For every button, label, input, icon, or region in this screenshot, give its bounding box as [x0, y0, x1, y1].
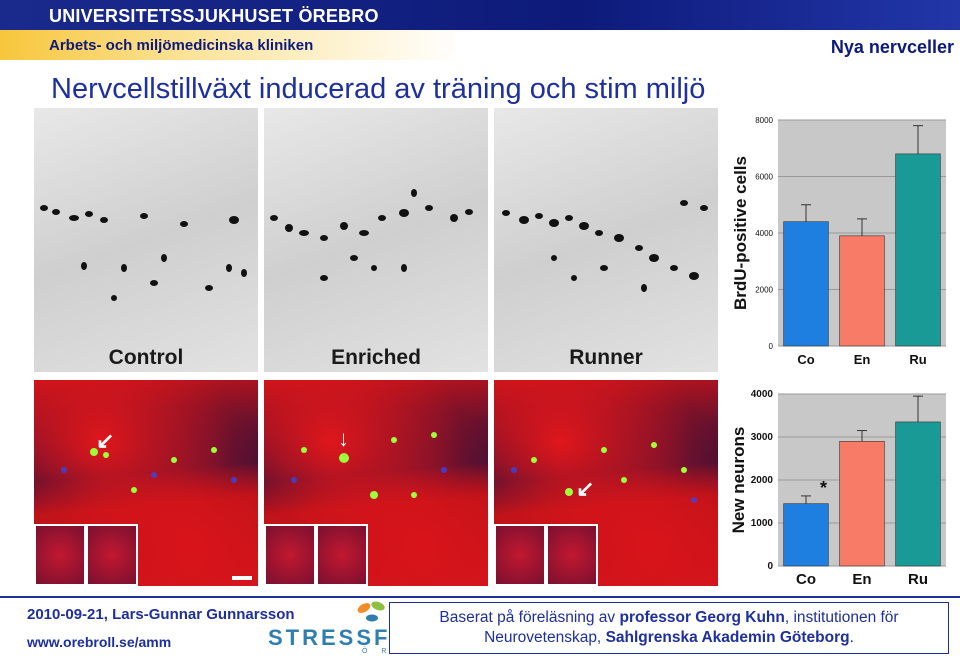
y-tick-label: 2000 — [755, 286, 773, 295]
label-runner: Runner — [569, 346, 643, 369]
label-control: Control — [108, 346, 184, 369]
inset-red — [546, 524, 598, 586]
arrow-icon: ↙ — [576, 476, 595, 501]
inset-green — [494, 524, 546, 586]
bar-ru — [895, 421, 941, 567]
chart-new-neurons: 0 1000 2000 3000 4000 Co * En Ru New neurons — [728, 384, 950, 590]
source-note: Baserat på föreläsning av professor Geor… — [389, 602, 949, 654]
chart-neurons-svg: 0 1000 2000 3000 4000 Co * En Ru New neurons — [729, 389, 946, 588]
inset-green — [264, 524, 316, 586]
y-tick-label: 0 — [767, 561, 773, 572]
scale-bar — [232, 576, 252, 580]
x-tick-label: Co — [796, 571, 816, 588]
y-tick-label: 0 — [769, 342, 774, 351]
source-text: . — [849, 629, 854, 646]
bar-co — [783, 503, 829, 567]
micrograph-control: Control — [34, 108, 258, 372]
slide-title: Nervcellstillväxt inducerad av träning o… — [51, 73, 706, 105]
fluorescent-cells — [61, 447, 237, 493]
inset-red — [316, 524, 368, 586]
header-bar — [0, 0, 960, 30]
y-axis-label: BrdU-positive cells — [731, 156, 750, 310]
x-tick-label: Co — [797, 352, 814, 367]
bar-ru — [895, 153, 941, 347]
y-tick-label: 4000 — [751, 389, 774, 400]
chart-brdu: 0 2000 4000 6000 8000 Co En Ru BrdU-positive cel… — [728, 110, 950, 372]
stressforskning-logo-icon — [357, 601, 385, 622]
footer-divider — [0, 596, 960, 598]
y-tick-label: 6000 — [755, 173, 773, 182]
university-name: UNIVERSITETSSJUKHUSET ÖREBRO — [49, 6, 379, 26]
arrow-icon: ↙ — [96, 428, 115, 453]
y-tick-label: 3000 — [751, 432, 774, 443]
chart-brdu-svg: 0 2000 4000 6000 8000 Co En Ru BrdU-positive cel… — [731, 116, 946, 367]
clinic-name: Arbets- och miljömedicinska kliniken — [49, 37, 314, 54]
fluorescent-runner: ↙ — [494, 380, 718, 586]
inset-red — [86, 524, 138, 586]
source-line-2: Neurovetenskap, Sahlgrenska Akademin Göt… — [390, 628, 948, 648]
cell-dots — [40, 205, 247, 301]
significance-mark: * — [820, 478, 827, 498]
cell-dots — [270, 189, 473, 281]
logo-subtitle: Ö R E — [362, 648, 412, 655]
source-text: Neurovetenskap, — [484, 629, 606, 646]
fluorescent-cells — [511, 442, 697, 503]
y-tick-label: 1000 — [751, 518, 774, 529]
source-institution: Sahlgrenska Akademin Göteborg — [605, 629, 850, 646]
footer-url[interactable]: www.orebroll.se/amm — [27, 634, 172, 650]
slide-tag: Nya nervceller — [830, 37, 954, 57]
fluorescent-control: ↙ — [34, 380, 258, 586]
bar-en — [839, 440, 885, 567]
footer-date-author: 2010-09-21, Lars-Gunnar Gunnarsson — [27, 606, 295, 623]
label-enriched: Enriched — [331, 346, 421, 369]
fluorescent-cells — [291, 432, 447, 499]
bar-co — [783, 221, 829, 347]
source-text: Baserat på föreläsning av — [439, 609, 620, 626]
bar-en — [839, 235, 885, 347]
source-line-1: Baserat på föreläsning av professor Geor… — [390, 608, 948, 628]
x-tick-label: Ru — [908, 571, 928, 588]
clinic-bar — [0, 30, 960, 60]
cell-dots — [502, 200, 708, 292]
y-tick-label: 2000 — [751, 475, 774, 486]
fluorescent-enriched: ↓ — [264, 380, 488, 586]
source-professor: professor Georg Kuhn — [619, 609, 785, 626]
x-tick-label: En — [852, 571, 871, 588]
y-tick-label: 8000 — [755, 116, 773, 125]
micrograph-enriched: Enriched — [264, 108, 488, 372]
inset-green — [34, 524, 86, 586]
y-tick-label: 4000 — [755, 229, 773, 238]
micrograph-runner: Runner — [494, 108, 718, 372]
arrow-icon: ↓ — [338, 426, 349, 451]
y-axis-label: New neurons — [729, 427, 748, 534]
x-tick-label: Ru — [909, 352, 926, 367]
x-tick-label: En — [854, 352, 871, 367]
source-text: , institutionen för — [784, 609, 899, 626]
